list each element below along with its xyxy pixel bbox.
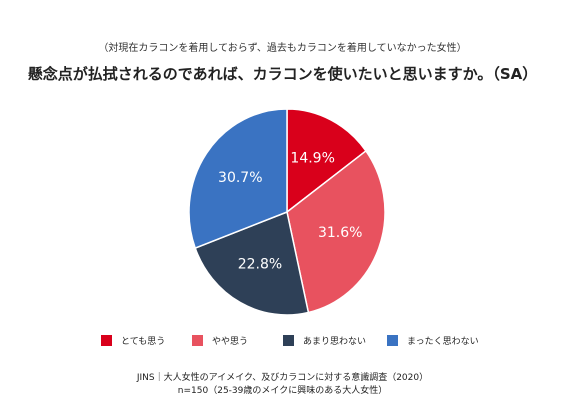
legend-swatch bbox=[387, 334, 398, 346]
slice-totemo-omou bbox=[286, 108, 367, 214]
legend-swatch bbox=[283, 334, 294, 346]
legend-label: やや思う bbox=[212, 336, 249, 347]
chart-title: 懸念点が払拭されるのであれば、カラコンを使いたいと思いますか。（SA） bbox=[27, 65, 538, 83]
legend-item-amari-omowanai: あまり思わない bbox=[283, 333, 366, 347]
legend-label: まったく思わない bbox=[407, 336, 479, 347]
legend-item-mattaku-omowanai: まったく思わない bbox=[387, 333, 479, 347]
sample-note: n=150（25-39歳のメイクに興味のある大人女性） bbox=[177, 386, 388, 396]
legend-label: とても思う bbox=[121, 336, 166, 347]
pie-chart: 14.9% 31.6% 22.8% 30.7% bbox=[188, 108, 386, 316]
source-note: JINS｜大人女性のアイメイク、及びカラコンに対する意識調査（2020） bbox=[136, 373, 429, 383]
legend-swatch bbox=[101, 334, 112, 346]
legend-label: あまり思わない bbox=[303, 336, 367, 347]
legend-item-yaya-omou: やや思う bbox=[192, 333, 248, 347]
slice-yaya-omou bbox=[286, 149, 386, 314]
legend-swatch bbox=[192, 334, 203, 346]
legend: とても思う やや思う あまり思わない まったく思わない bbox=[101, 333, 521, 347]
slice-label-mattaku-omowanai: 30.7% bbox=[218, 170, 262, 186]
slice-label-amari-omowanai: 22.8% bbox=[238, 257, 282, 273]
slice-mattaku-omowanai bbox=[188, 108, 288, 250]
slice-label-totemo-omou: 14.9% bbox=[290, 151, 334, 167]
legend-item-totemo-omou: とても思う bbox=[101, 333, 165, 347]
chart-subtitle: （対現在カラコンを着用しておらず、過去もカラコンを着用していなかった女性） bbox=[98, 43, 467, 54]
slice-label-yaya-omou: 31.6% bbox=[318, 225, 362, 241]
